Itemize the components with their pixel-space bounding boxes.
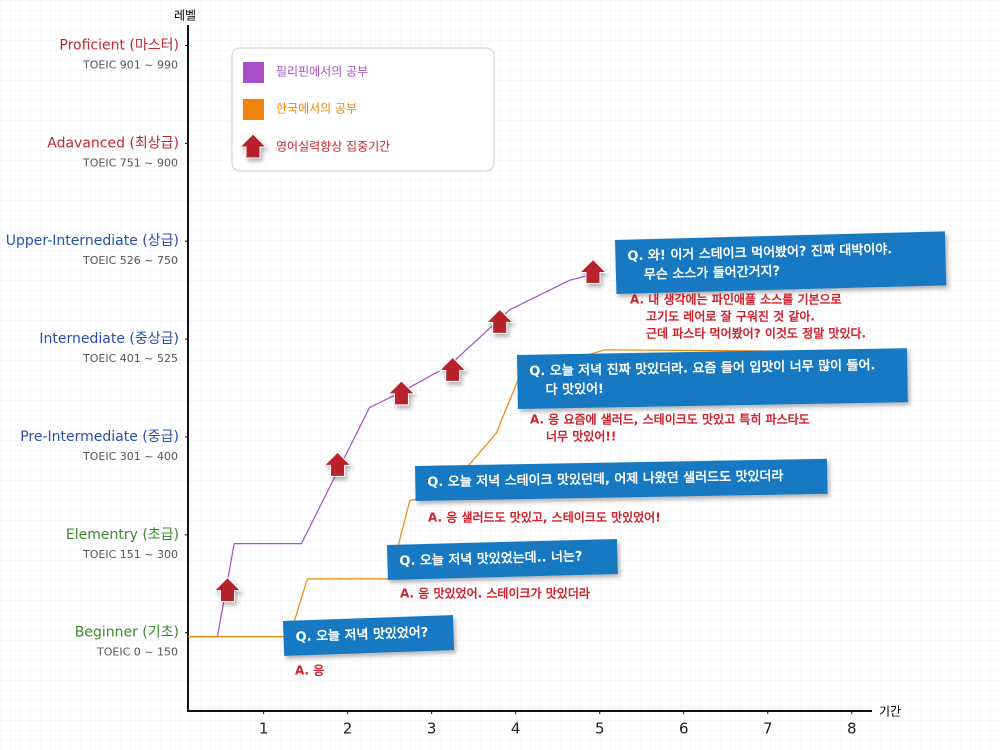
callout-box [517,348,908,409]
x-tick-label: 3 [427,720,437,738]
callout-box [414,458,828,501]
level-label: Pre-Intermediate (중급) [20,429,179,445]
question-callout: Q. 오늘 저녁 스테이크 맛있던데, 어제 나왔던 샐러드도 맛있더라 [414,458,828,501]
legend-swatch [243,62,264,83]
toeic-range: TOEIC 301 ~ 400 [82,450,178,463]
callout-box [387,538,618,580]
toeic-range: TOEIC 526 ~ 750 [82,254,178,267]
question-text: Q. 오늘 저녁 맛있었어? [295,624,428,645]
question-text: Q. 오늘 저녁 진짜 맛있더라. 요즘 들어 입맛이 너무 많이 들어. [529,357,875,379]
x-tick-label: 6 [679,720,689,738]
level-label: Elementry (초급) [66,527,179,543]
question-text: 무슨 소스가 들어간거지? [644,263,781,283]
legend [231,47,495,172]
toeic-range: TOEIC 0 ~ 150 [96,646,178,659]
legend-label: 필리핀에서의 공부 [276,65,368,79]
boost-marker [438,356,467,382]
x-tick-label: 7 [763,720,773,738]
level-label: Upper-Internediate (상급) [6,233,179,249]
boost-marker [213,576,242,603]
level-label: Internediate (중상급) [39,331,179,347]
question-callout: Q. 오늘 저녁 맛있었어? [283,615,455,656]
level-label: Beginner (기초) [75,625,179,641]
question-text: Q. 오늘 저녁 스테이크 맛있던데, 어제 나왔던 샐러드도 맛있더라 [427,468,783,490]
question-text: Q. 와! 이거 스테이크 먹어봤어? 진짜 대박이야. [627,241,892,264]
x-axis-label: 기간 [879,705,901,719]
boost-marker [323,451,352,477]
toeic-range: TOEIC 151 ~ 300 [82,548,178,561]
y-axis-label: 레벨 [174,9,196,23]
legend-label: 영어실력향상 집중기간 [276,140,390,154]
boost-marker [387,380,416,406]
x-tick-label: 8 [847,720,857,738]
answer-text: 근데 파스타 먹어봤어? 이것도 정말 맛있다. [646,326,866,341]
boost-marker [485,308,514,334]
legend-label: 한국에서의 공부 [276,102,357,116]
answer-text: A. 응 요즘에 샐러드, 스테이크도 맛있고 특히 파스타도 [530,412,810,427]
answer-text: 고기도 레어로 잘 구워진 것 같아. [646,309,815,324]
answer-text: A. 응 샐러드도 맛있고, 스테이크도 맛있었어! [428,510,661,525]
x-tick-label: 1 [259,720,269,738]
callout-box [283,615,455,656]
question-callout: Q. 오늘 저녁 맛있었는데.. 너는? [387,538,618,580]
level-label: Proficient (마스터) [59,37,179,53]
x-tick-label: 2 [343,720,353,738]
level-label: Adavanced (최상급) [47,135,179,151]
toeic-range: TOEIC 901 ~ 990 [82,58,178,71]
x-tick-label: 4 [511,720,521,738]
answer-text: 너무 맛있어!! [546,429,616,444]
question-text: 다 맛있어! [545,381,604,398]
answer-text: A. 내 생각에는 파인애플 소스를 기본으로 [630,292,842,307]
toeic-range: TOEIC 751 ~ 900 [82,156,178,169]
question-text: Q. 오늘 저녁 맛있었는데.. 너는? [399,548,582,569]
answer-text: A. 응 맛있었어. 스테이크가 맛있더라 [400,586,590,601]
boost-marker [578,258,608,285]
answer-text: A. 응 [295,663,324,678]
question-callout: Q. 와! 이거 스테이크 먹어봤어? 진짜 대박이야.무슨 소스가 들어간거지… [615,231,947,294]
x-tick-label: 5 [595,720,605,738]
toeic-range: TOEIC 401 ~ 525 [82,352,178,365]
boost-marker [238,133,268,159]
legend-swatch [243,99,264,120]
callout-box [615,231,947,294]
question-callout: Q. 오늘 저녁 진짜 맛있더라. 요즘 들어 입맛이 너무 많이 들어. 다 맛… [517,348,908,409]
